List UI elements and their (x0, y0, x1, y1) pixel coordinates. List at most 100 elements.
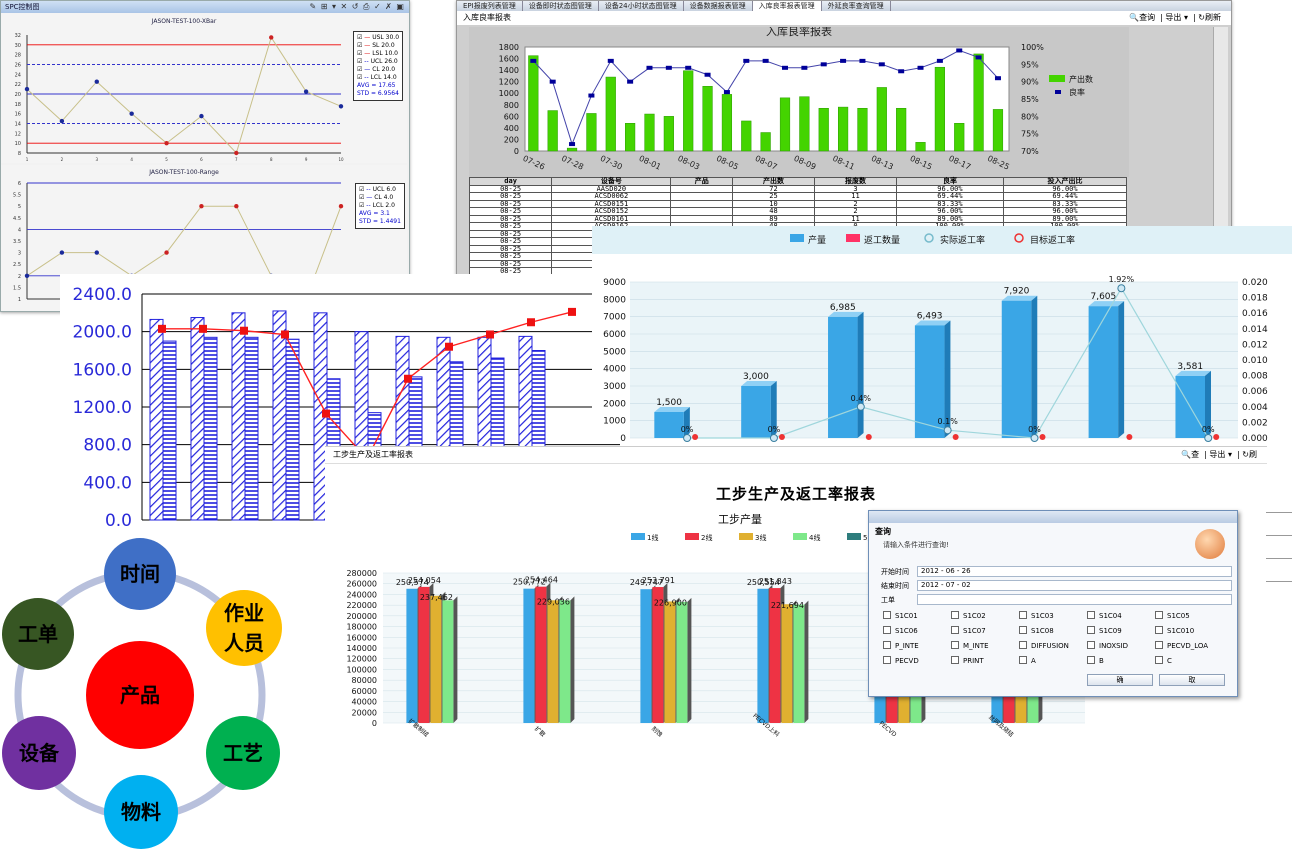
checkbox-box[interactable] (1087, 656, 1095, 664)
checkbox-box[interactable] (951, 641, 959, 649)
station-checkbox[interactable]: S1C04 (1087, 611, 1122, 620)
start-time-label: 开始时间 (881, 568, 909, 576)
checkbox-box[interactable] (1087, 641, 1095, 649)
query-button[interactable]: 查询 (1139, 13, 1156, 22)
report-query-button[interactable]: 查 (1191, 450, 1200, 459)
xbar-point (24, 86, 30, 92)
checkbox-label: S1C06 (895, 627, 918, 635)
yield-scrollbar[interactable] (1213, 27, 1228, 227)
yield-rate-marker (530, 58, 537, 63)
rework-y-left-tick: 7000 (603, 313, 626, 323)
order-input[interactable] (917, 594, 1232, 605)
tab-epi-scrap[interactable]: EPI报废列表管理 (457, 1, 523, 11)
table-row[interactable]: 08-25 ACSD0151 10 2 83.33% 83.33% (468, 199, 1128, 208)
xbar-x-tick: 5 (165, 157, 168, 162)
checkbox-box[interactable] (1155, 641, 1163, 649)
start-time-input[interactable]: 2012 - 06 - 26 (917, 566, 1232, 577)
yield-y-left-tick: 1600 (499, 55, 519, 64)
station-checkbox[interactable]: S1C09 (1087, 626, 1122, 635)
tab-epi-yield[interactable]: 外延良率查询管理 (822, 1, 891, 11)
checkbox-box[interactable] (1019, 641, 1027, 649)
checkbox-box[interactable] (883, 611, 891, 619)
yield-table-header[interactable]: 产出数 (731, 177, 815, 186)
hatch-bar-b (203, 336, 218, 521)
search-icon: 🔍 (1129, 13, 1140, 22)
spc-toolbar[interactable]: ✎ ⊞ ▾ ✕ ↺ ⎙ ✓ ✗ ▣ (309, 2, 405, 11)
cancel-button[interactable]: 取 (1159, 674, 1225, 686)
checkbox-box[interactable] (1019, 626, 1027, 634)
checkbox-box[interactable] (1155, 656, 1163, 664)
yield-table-header[interactable]: 良率 (895, 177, 1004, 186)
refresh-button[interactable]: 刷新 (1205, 13, 1221, 22)
xbar-x-tick: 7 (235, 157, 238, 162)
yield-rate-marker (723, 90, 730, 95)
checkbox-box[interactable] (883, 656, 891, 664)
tab-yield-report[interactable]: 入库良率报表管理 (752, 1, 822, 11)
station-checkbox[interactable]: INOXSID (1087, 641, 1128, 650)
table-row[interactable]: 08-25 AASD020 72 3 96.00% 96.00% (468, 184, 1128, 193)
yield-y-right-tick: 70% (1021, 147, 1039, 156)
station-checkbox[interactable]: C (1155, 656, 1172, 665)
xbar-std: STD = 6.9564 (357, 90, 399, 97)
export-button[interactable]: 导出 (1165, 13, 1182, 22)
step-bar-label: 251,843 (759, 577, 792, 586)
rework-rate-point (1030, 434, 1039, 442)
station-checkbox[interactable]: P_INTE (883, 641, 919, 650)
checkbox-box[interactable] (951, 656, 959, 664)
station-checkbox[interactable]: S1C07 (951, 626, 986, 635)
station-checkbox[interactable]: DIFFUSION (1019, 641, 1069, 650)
yield-chart-title: 入库良率报表 (766, 27, 832, 38)
checkbox-label: P_INTE (895, 642, 919, 650)
table-cell: ACSD0062 (551, 192, 672, 201)
station-checkbox[interactable]: S1C05 (1155, 611, 1190, 620)
station-checkbox[interactable]: S1C06 (883, 626, 918, 635)
station-checkbox[interactable]: S1C08 (1019, 626, 1054, 635)
station-checkbox[interactable]: S1C02 (951, 611, 986, 620)
rework-y-left-tick: 9000 (603, 278, 626, 288)
yield-bar (896, 107, 907, 152)
table-row[interactable]: 08-25 ACSD0161 89 11 89.00% 89.00% (468, 214, 1128, 223)
checkbox-box[interactable] (951, 611, 959, 619)
tab-equipment-status[interactable]: 设备即时状态图管理 (523, 1, 599, 11)
table-row[interactable]: 08-25 ACSD0152 48 2 96.00% 96.00% (468, 207, 1128, 216)
end-time-input[interactable]: 2012 - 07 - 02 (917, 580, 1232, 591)
checkbox-box[interactable] (1087, 626, 1095, 634)
rework-bar-side (1031, 295, 1038, 438)
ok-button[interactable]: 确 (1087, 674, 1153, 686)
yield-table-header[interactable]: 报废数 (813, 177, 897, 186)
station-checkbox[interactable]: B (1087, 656, 1104, 665)
checkbox-box[interactable] (1155, 611, 1163, 619)
yield-table-header[interactable]: 设备号 (551, 177, 672, 186)
station-checkbox[interactable]: S1C03 (1019, 611, 1054, 620)
station-checkbox[interactable]: PRINT (951, 656, 984, 665)
checkbox-box[interactable] (1155, 626, 1163, 634)
end-time-label: 结束时间 (881, 582, 909, 590)
report-export-button[interactable]: 导出 (1209, 450, 1226, 459)
station-checkbox[interactable]: S1C010 (1155, 626, 1194, 635)
yield-table-header[interactable]: 投入产出比 (1002, 177, 1128, 186)
station-checkbox[interactable]: PECVD_LOA (1155, 641, 1208, 650)
station-checkbox[interactable]: S1C01 (883, 611, 918, 620)
checkbox-box[interactable] (883, 626, 891, 634)
step-bar (1027, 685, 1039, 723)
checkbox-box[interactable] (1019, 611, 1027, 619)
station-checkbox[interactable]: A (1019, 656, 1036, 665)
yield-y-left-tick: 0 (514, 147, 519, 156)
station-checkbox[interactable]: PECVD (883, 656, 919, 665)
tab-equipment-24h[interactable]: 设备24小时状态图管理 (599, 1, 684, 11)
xbar-x-tick: 8 (270, 157, 273, 162)
report-refresh-button[interactable]: 刷 (1249, 450, 1257, 459)
checkbox-box[interactable] (1087, 611, 1095, 619)
tab-equipment-report[interactable]: 设备数据报表管理 (684, 1, 753, 11)
xbar-y-tick: 8 (18, 151, 21, 157)
checkbox-box[interactable] (1019, 656, 1027, 664)
station-checkbox[interactable]: M_INTE (951, 641, 989, 650)
rework-y-right-tick: 0.020 (1242, 278, 1268, 288)
checkbox-box[interactable] (883, 641, 891, 649)
query-dialog: 查询 请输入条件进行查询! 开始时间 2012 - 06 - 26 结束时间 2… (868, 510, 1238, 697)
yield-table-header[interactable]: 产品 (670, 177, 733, 186)
table-row[interactable]: 08-25 ACSD0062 25 11 69.44% 69.44% (468, 192, 1128, 201)
checkbox-box[interactable] (951, 626, 959, 634)
rework-legend-swatch (846, 234, 860, 242)
yield-table-header[interactable]: day (468, 177, 553, 186)
